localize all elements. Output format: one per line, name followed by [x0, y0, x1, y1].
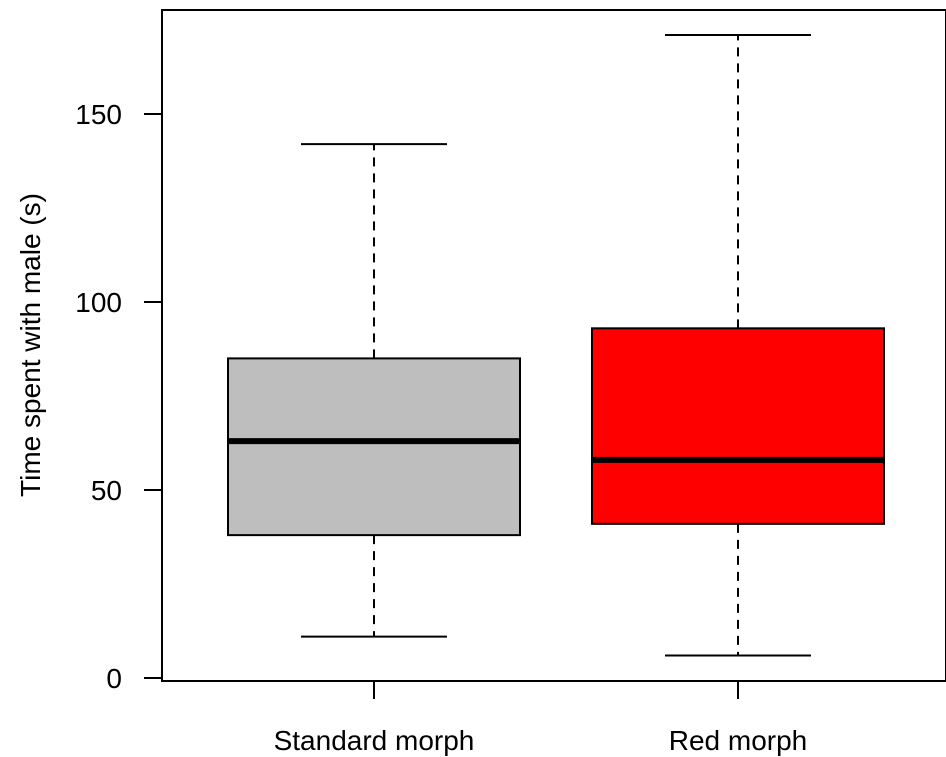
box-group [591, 34, 885, 657]
y-axis-title: Time spent with male (s) [15, 193, 46, 497]
x-category-label: Standard morph [274, 725, 475, 756]
x-category-label: Red morph [669, 725, 808, 756]
y-tick-label: 100 [75, 287, 122, 318]
box-group [227, 143, 521, 638]
iqr-box [227, 357, 521, 537]
y-tick-label: 150 [75, 99, 122, 130]
y-tick-label: 50 [91, 475, 122, 506]
y-tick-label: 0 [106, 663, 122, 694]
y-axis: 0 50 100 150 [75, 99, 163, 694]
iqr-box [591, 327, 885, 525]
boxes [227, 34, 885, 657]
x-axis: Standard morph Red morph [274, 681, 808, 756]
